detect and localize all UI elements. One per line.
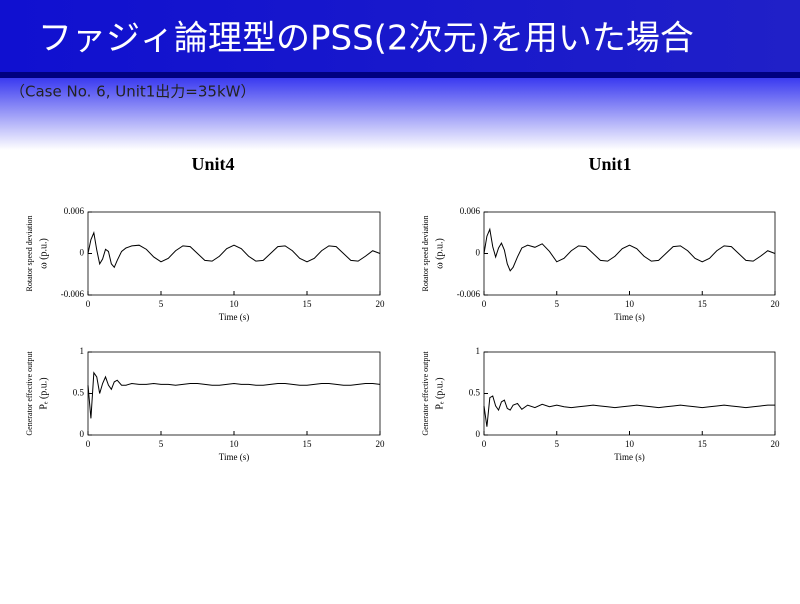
x-tick-label: 5 — [555, 299, 560, 309]
y-tick-label: 0.5 — [469, 388, 481, 398]
x-tick-label: 20 — [376, 299, 386, 309]
x-tick-label: 10 — [625, 439, 635, 449]
y-tick-label: -0.006 — [61, 289, 85, 299]
y-tick-label: 0 — [80, 248, 85, 258]
y-tick-label: 1 — [476, 346, 481, 356]
x-tick-label: 15 — [698, 439, 708, 449]
y-tick-label: 0 — [476, 248, 481, 258]
slide-title: ファジィ論理型のPSS(2次元)を用いた場合 — [38, 19, 694, 59]
y-tick-label: 0 — [476, 429, 481, 439]
x-tick-label: 0 — [86, 299, 91, 309]
y-axis-label: ω (p.u.) — [38, 238, 49, 269]
y-tick-label: 0.006 — [460, 206, 481, 216]
y-axis-label: Rotator speed deviation — [25, 216, 34, 292]
x-tick-label: 20 — [771, 299, 781, 309]
y-axis-label: Pₑ (p.u.) — [38, 377, 49, 409]
x-axis-label: Time (s) — [219, 452, 249, 462]
title-rule — [0, 72, 800, 78]
data-line — [483, 227, 776, 272]
x-tick-label: 15 — [303, 299, 313, 309]
y-tick-label: -0.006 — [457, 289, 481, 299]
y-axis-label: ω (p.u.) — [434, 238, 445, 269]
y-axis-label: Generator effective output — [421, 351, 430, 436]
x-axis-label: Time (s) — [219, 312, 249, 322]
x-tick-label: 5 — [159, 439, 164, 449]
data-line — [87, 371, 381, 419]
x-tick-label: 20 — [771, 439, 781, 449]
x-tick-label: 10 — [625, 299, 635, 309]
slide-subtitle: （Case No. 6, Unit1出力=35kW） — [10, 83, 255, 101]
y-tick-label: 0 — [80, 429, 85, 439]
x-tick-label: 15 — [698, 299, 708, 309]
y-tick-label: 0.006 — [64, 206, 85, 216]
y-axis-label: Pₑ (p.u.) — [434, 377, 445, 409]
x-axis-label: Time (s) — [614, 452, 644, 462]
title-bar — [0, 0, 800, 72]
x-axis-label: Time (s) — [614, 312, 644, 322]
y-axis-label: Generator effective output — [25, 351, 34, 436]
header-fade — [0, 78, 800, 150]
y-axis-label: Rotator speed deviation — [421, 216, 430, 292]
column-title: Unit4 — [191, 154, 234, 174]
x-tick-label: 5 — [555, 439, 560, 449]
x-tick-label: 0 — [86, 439, 91, 449]
x-tick-label: 0 — [482, 299, 487, 309]
x-tick-label: 20 — [376, 439, 386, 449]
x-tick-label: 15 — [303, 439, 313, 449]
y-tick-label: 0.5 — [73, 388, 85, 398]
x-tick-label: 5 — [159, 299, 164, 309]
data-line — [87, 230, 381, 269]
x-tick-label: 10 — [230, 439, 240, 449]
x-tick-label: 0 — [482, 439, 487, 449]
y-tick-label: 1 — [80, 346, 85, 356]
x-tick-label: 10 — [230, 299, 240, 309]
data-line — [483, 395, 775, 427]
column-title: Unit1 — [588, 154, 631, 174]
